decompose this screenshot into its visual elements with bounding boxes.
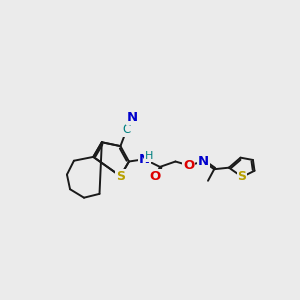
- Text: O: O: [183, 159, 194, 172]
- Text: S: S: [238, 170, 247, 183]
- Text: N: N: [139, 153, 150, 166]
- Text: N: N: [127, 111, 138, 124]
- Text: S: S: [116, 169, 125, 183]
- Text: C: C: [122, 123, 131, 136]
- Text: N: N: [198, 155, 209, 168]
- Text: H: H: [145, 152, 153, 161]
- Text: O: O: [150, 170, 161, 183]
